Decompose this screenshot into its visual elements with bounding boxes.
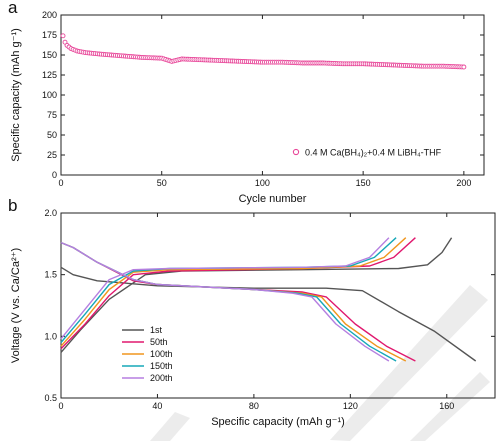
discharge-curve [60, 266, 477, 362]
y-tick-label: 175 [42, 30, 57, 40]
series-200th [60, 237, 390, 362]
x-tick-label: 160 [439, 401, 454, 411]
series-1st [60, 237, 477, 362]
charge-curve [60, 237, 416, 350]
watermark [150, 285, 490, 441]
watermark-stripe [330, 285, 488, 441]
panel-b: 0 40 80 120 160 0.5 1.0 1.5 2.0 Specific capacity… [8, 196, 496, 428]
data-point [60, 33, 66, 39]
series-50th [60, 237, 416, 362]
legend-label: 100th [150, 349, 173, 359]
x-tick-label: 50 [157, 178, 167, 188]
y-tick-label: 125 [42, 70, 57, 80]
x-axis-title: Cycle number [239, 193, 307, 205]
y-tick-label: 200 [42, 10, 57, 20]
y-tick-label: 75 [47, 110, 57, 120]
y-tick-label: 0.5 [44, 393, 57, 403]
plot-frame [60, 212, 496, 399]
x-tick-label: 80 [249, 401, 259, 411]
y-tick-label: 100 [42, 90, 57, 100]
panel-letter: a [8, 0, 18, 17]
watermark-stripe [150, 412, 190, 441]
x-tick-label: 150 [356, 178, 371, 188]
panel-letter: b [8, 196, 17, 215]
charge-curve [60, 237, 390, 340]
legend-label: 150th [150, 361, 173, 371]
discharge-curve [60, 241, 390, 362]
discharge-curve [60, 241, 397, 362]
legend-marker [292, 148, 300, 156]
x-tick-label: 120 [343, 401, 358, 411]
x-tick-label: 40 [152, 401, 162, 411]
x-tick-label: 200 [456, 178, 471, 188]
discharge-curve [60, 241, 407, 362]
series-100th [60, 237, 407, 362]
panel-a: 0 50 100 150 200 0 25 50 75 100 125 150 175 200 Cycle … [8, 0, 485, 205]
y-tick-label: 2.0 [44, 208, 57, 218]
data-point [461, 64, 467, 70]
legend-label: 1st [150, 325, 163, 335]
y-tick-label: 1.0 [44, 331, 57, 341]
x-tick-label: 100 [255, 178, 270, 188]
charge-curve [60, 237, 407, 347]
y-tick-label: 0 [52, 170, 57, 180]
watermark-stripe [410, 372, 490, 441]
legend-label: 200th [150, 373, 173, 383]
series-150th [60, 237, 397, 362]
y-tick-label: 150 [42, 50, 57, 60]
y-axis-title: Specific capacity (mAh g⁻¹) [10, 28, 22, 162]
y-tick-label: 1.5 [44, 270, 57, 280]
y-axis-title: Voltage (V vs. Ca/Ca²⁺) [10, 248, 22, 363]
legend-label: 50th [150, 337, 168, 347]
x-axis-title: Specific capacity (mAh g⁻¹) [211, 416, 345, 428]
series-markers [60, 33, 467, 70]
y-tick-label: 50 [47, 130, 57, 140]
y-tick-label: 25 [47, 150, 57, 160]
legend-label: 0.4 M Ca(BH₄)₂+0.4 M LiBH₄-THF [305, 148, 442, 158]
x-tick-label: 0 [58, 401, 63, 411]
charge-curve [60, 237, 453, 353]
x-tick-label: 0 [58, 178, 63, 188]
